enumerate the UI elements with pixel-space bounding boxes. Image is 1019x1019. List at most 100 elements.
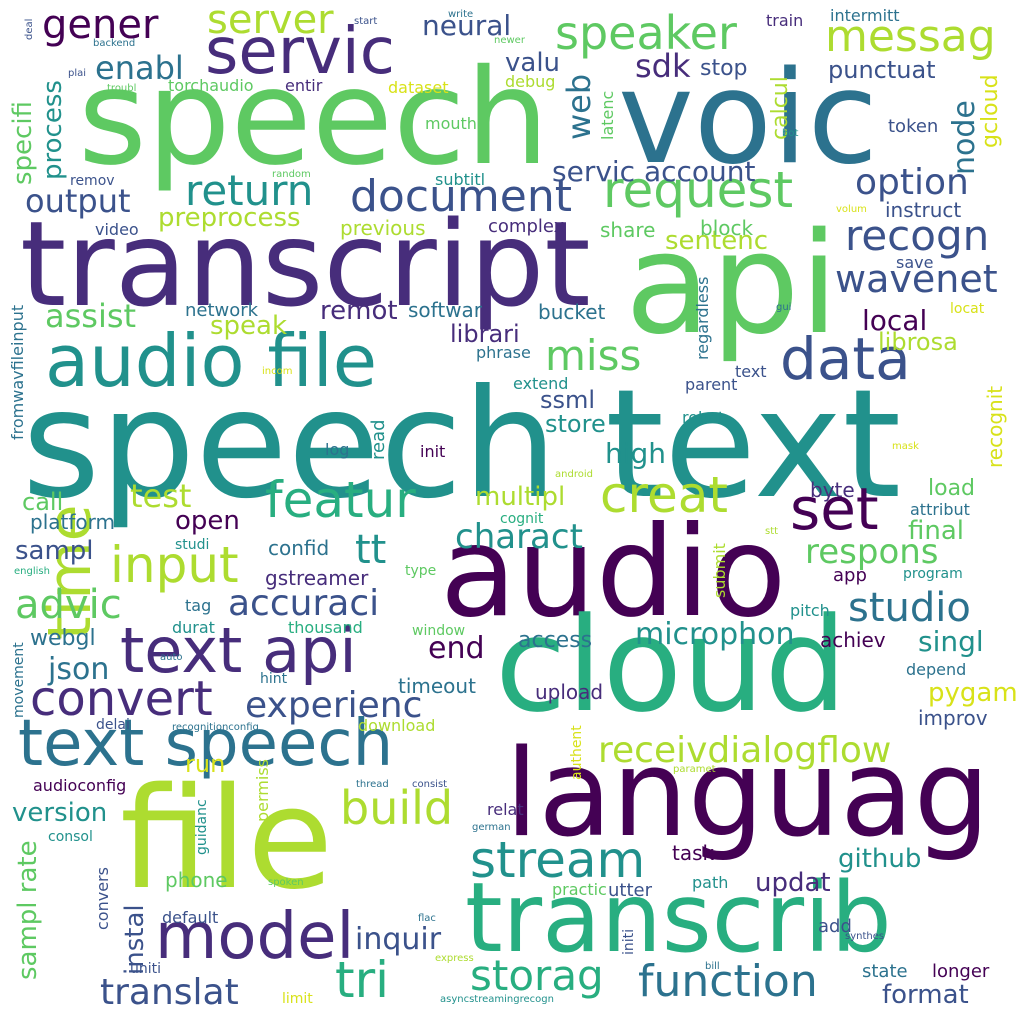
word-timeout: timeout — [398, 674, 476, 698]
word-api: api — [625, 203, 839, 366]
word-accuraci: accuraci — [228, 583, 380, 624]
word-option: option — [855, 162, 969, 203]
word-studio: studio — [848, 585, 971, 631]
word-log: log — [325, 440, 350, 459]
word-cognit: cognit — [500, 511, 544, 527]
word-intermitt: intermitt — [830, 6, 900, 25]
word-synthes: synthes — [845, 931, 885, 942]
word-updat: updat — [755, 868, 831, 898]
word-cloud-term: cloud — [495, 589, 848, 741]
word-set: set — [790, 475, 879, 543]
word-format: format — [882, 980, 969, 1010]
word-voic: voic — [618, 44, 878, 193]
word-text-api: text api — [120, 614, 357, 687]
word-auto: auto — [160, 652, 183, 663]
word-previous: previous — [340, 216, 426, 240]
word-access: access — [518, 628, 593, 653]
word-write: write — [448, 9, 474, 20]
word-sampl-rate: sampl rate — [13, 840, 43, 980]
word-charact: charact — [455, 517, 583, 557]
word-preprocess: preprocess — [158, 203, 301, 233]
word-multipl: multipl — [475, 482, 566, 512]
word-android: android — [555, 469, 593, 480]
word-translat: translat — [100, 972, 239, 1013]
word-longer: longer — [932, 961, 990, 982]
word-add: add — [818, 916, 852, 937]
word-punctuat: punctuat — [828, 56, 936, 84]
word-parent: parent — [685, 375, 738, 394]
word-text-speech: text speech — [18, 707, 394, 781]
word-remov: remov — [70, 173, 115, 189]
word-json: json — [48, 652, 110, 687]
word-stop: stop — [700, 56, 748, 81]
word-complex: complex — [488, 216, 565, 237]
word-load: load — [928, 476, 976, 501]
word-share: share — [600, 218, 656, 242]
word-incom: incom — [262, 366, 293, 377]
word-version: version — [12, 798, 108, 828]
word-open: open — [175, 506, 240, 536]
word-convers: convers — [93, 867, 112, 930]
word-plai: plai — [68, 68, 87, 79]
word-audio: audio — [440, 500, 787, 645]
word-torchaudio: torchaudio — [168, 76, 254, 95]
word-text: text — [735, 362, 767, 381]
word-subtitl: subtitl — [435, 170, 486, 189]
word-phone: phone — [165, 868, 228, 892]
word-robot: robot — [682, 408, 725, 427]
word-end: end — [428, 631, 485, 666]
word-input: input — [110, 536, 239, 594]
word-recognitionconfig: recognitionconfig — [172, 722, 259, 733]
word-volum: volum — [836, 204, 867, 215]
word-experienc: experienc — [245, 685, 423, 726]
word-model: model — [155, 900, 355, 974]
word-tri: tri — [335, 951, 390, 1009]
word-transcript: transcript — [20, 195, 591, 333]
word-task: task — [672, 841, 715, 865]
word-depend: depend — [906, 660, 967, 679]
word-paramet: paramet — [673, 764, 716, 775]
word-regardless: regardless — [693, 276, 712, 360]
word-storag: storag — [470, 951, 604, 1000]
word-high: high — [605, 437, 667, 470]
word-studi: studi — [175, 537, 210, 553]
word-debug: debug — [505, 72, 556, 91]
word-local: local — [862, 304, 928, 337]
word-specifi: specifi — [8, 101, 38, 185]
word-block: block — [700, 216, 754, 240]
word-video: video — [95, 220, 139, 239]
word-document: document — [350, 171, 572, 222]
word-submit: submit — [710, 543, 729, 598]
word-locat: locat — [950, 301, 985, 317]
word-recognit: recognit — [983, 385, 1007, 468]
word-singl: singl — [918, 625, 984, 658]
word-messag: messag — [825, 11, 996, 62]
word-save: save — [896, 253, 934, 272]
word-creat: creat — [600, 466, 728, 524]
word-speech-text: speech text — [22, 358, 902, 532]
word-gstreamer: gstreamer — [265, 566, 369, 590]
word-data: data — [780, 325, 911, 393]
word-token: token — [888, 116, 939, 137]
word-gcloud: gcloud — [978, 74, 1003, 148]
word-upload: upload — [535, 680, 604, 704]
word-file: file — [120, 758, 334, 921]
word-softwar: softwar — [408, 298, 483, 322]
word-train: train — [766, 11, 804, 30]
word-app: app — [833, 565, 867, 586]
word-window: window — [412, 623, 466, 639]
word-output: output — [25, 182, 131, 220]
word-inquir: inquir — [355, 922, 442, 957]
word-delai: delai — [96, 717, 130, 733]
word-tag: tag — [185, 596, 212, 615]
word-librari: librari — [450, 320, 520, 348]
word-newer: newer — [494, 35, 525, 46]
word-respons: respons — [805, 532, 939, 572]
word-test: test — [130, 477, 192, 515]
word-path: path — [692, 873, 729, 892]
word-durat: durat — [172, 618, 215, 637]
word-start: start — [354, 16, 378, 27]
word-consol: consol — [48, 829, 93, 845]
word-featur: featur — [265, 471, 416, 529]
